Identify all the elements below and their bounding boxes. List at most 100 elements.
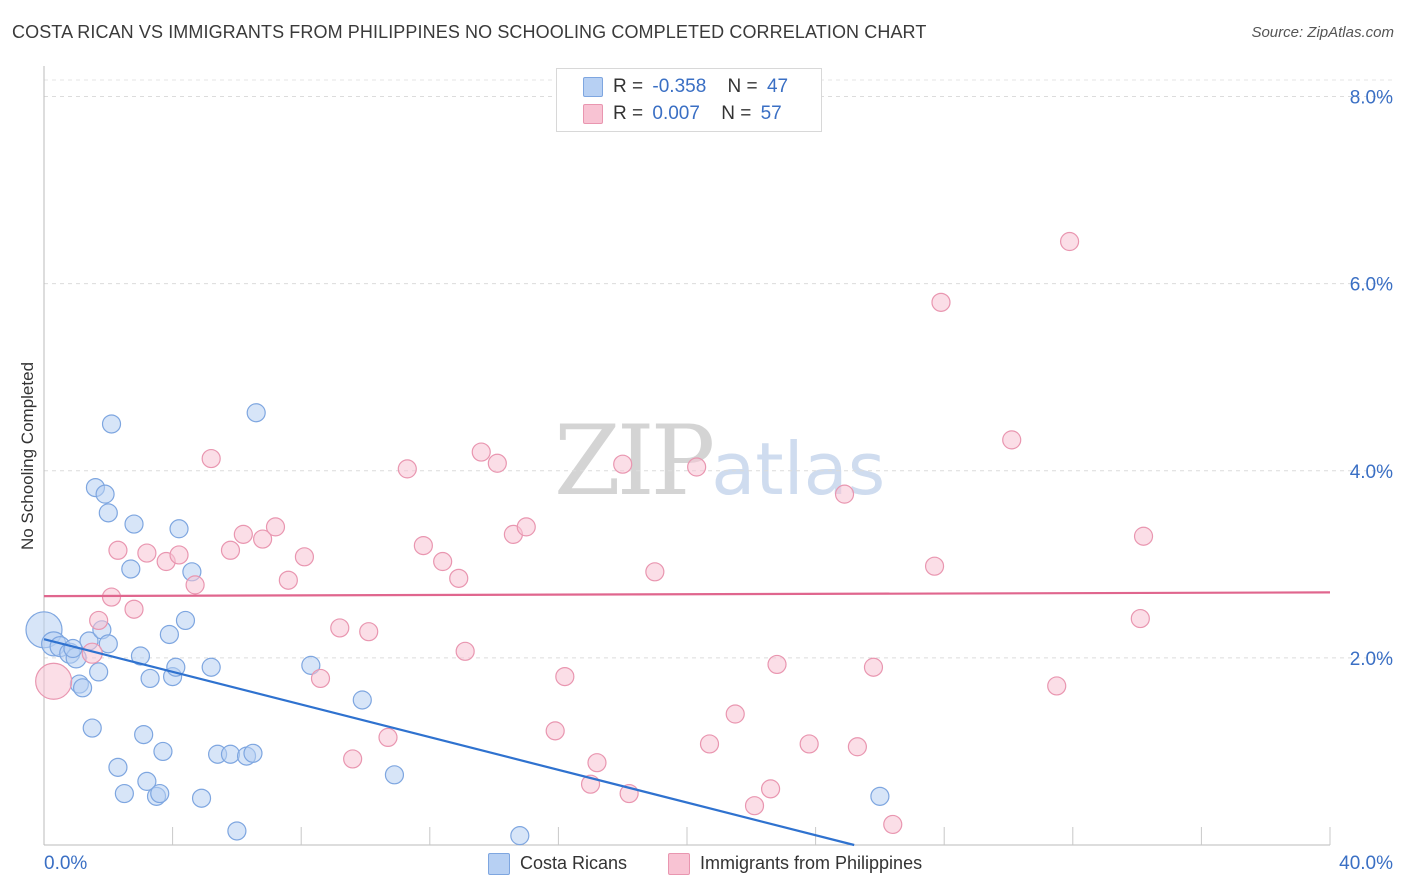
costa-rican-point [137,771,157,791]
costa-rican-point [150,783,170,804]
costa-rican-point [124,514,144,534]
legend-n-label: N = [721,103,752,124]
x-tick-label: 0.0% [44,853,87,874]
philippines-point [883,814,903,835]
bottom-legend-swatch-blue [488,853,510,875]
costa-rican-point [870,786,890,806]
philippines-point [645,562,665,582]
philippines-point [1133,526,1154,546]
philippines-point [799,734,819,754]
legend-n-value: 57 [760,103,782,124]
source-label: Source: ZipAtlas.com [1251,24,1394,41]
philippines-point [294,547,315,567]
philippines-point [555,666,575,687]
legend-swatch-pink [583,104,603,124]
philippines-point [1130,608,1150,629]
costa-rican-point [301,655,321,675]
philippines-point [343,749,363,769]
costa-rican-point [82,718,102,738]
philippines-point [613,454,633,474]
costa-rican-point [101,414,122,434]
philippines-point [330,618,350,638]
costa-rican-point [243,743,263,763]
costa-rican-point [134,724,154,745]
costa-rican-point [108,757,128,777]
philippines-point [471,442,491,462]
philippines-point [1059,231,1080,252]
philippines-point [278,570,298,590]
philippines-point [265,517,286,537]
philippines-point [725,704,745,724]
philippines-point [545,721,565,741]
y-tick-label: 6.0% [1350,275,1393,296]
costa-rican-point [227,821,247,841]
y-axis-title: No Schooling Completed [18,361,37,551]
philippines-point [1047,676,1067,696]
costa-rican-point [121,559,141,579]
costa-rican-point [220,744,241,764]
philippines-trend-line [43,591,1331,598]
costa-rican-trend-line [43,638,855,847]
bottom-legend-swatch-pink [668,853,690,875]
costa-rican-point [169,519,189,539]
philippines-point [931,292,951,312]
legend-r-value: -0.358 [652,76,707,97]
chart-title: COSTA RICAN VS IMMIGRANTS FROM PHILIPPIN… [12,22,927,42]
costa-rican-point [140,668,160,689]
philippines-point [185,575,205,595]
costa-rican-point [130,646,151,666]
philippines-point [1002,430,1022,450]
philippines-point [201,448,221,469]
philippines-point [433,551,453,572]
bottom-legend-label: Costa Ricans [520,853,628,873]
watermark-zip: ZIP [554,405,715,517]
philippines-point [89,610,109,631]
costa-rican-point [201,657,221,677]
philippines-point [169,545,189,565]
philippines-point [516,517,536,537]
philippines-point [233,524,253,544]
correlation-legend: R = -0.358 N = 47 R = 0.007 N = 57 [556,68,822,132]
costa-rican-point [114,783,134,804]
costa-rican-point [89,662,109,682]
costa-rican-point [95,484,115,504]
philippines-point [378,727,398,748]
philippines-point [359,622,379,642]
legend-n-value: 47 [766,76,789,97]
watermark: ZIPatlas [554,405,885,517]
philippines-point [35,662,73,700]
x-tick-label: 40.0% [1339,853,1393,874]
philippines-point [699,734,720,754]
costa-rican-point [352,690,372,710]
philippines-point [220,540,241,560]
philippines-point [413,535,433,556]
costa-rican-point [98,503,118,523]
philippines-point [449,568,469,588]
philippines-point [847,737,867,757]
legend-r-label: R = [613,76,644,97]
philippines-point [744,796,765,816]
philippines-point [253,529,273,549]
costa-rican-point [153,741,173,762]
costa-rican-point [72,678,93,698]
costa-rican-point [98,634,118,654]
philippines-point [455,641,475,661]
legend-r-value: 0.007 [652,103,700,124]
legend-r-label: R = [613,103,644,124]
y-tick-label: 2.0% [1350,649,1393,670]
philippines-point [687,457,707,477]
costa-rican-point [246,403,266,423]
philippines-point [767,654,787,675]
bottom-legend-label: Immigrants from Philippines [700,853,923,873]
costa-rican-point [510,826,530,846]
philippines-point [310,668,331,689]
philippines-point [587,753,607,773]
costa-rican-point [159,624,179,645]
legend-n-label: N = [727,76,758,97]
y-tick-label: 4.0% [1350,462,1393,483]
philippines-point [924,556,945,576]
philippines-point [760,779,781,799]
costa-rican-point [384,765,405,785]
philippines-point [834,484,855,504]
